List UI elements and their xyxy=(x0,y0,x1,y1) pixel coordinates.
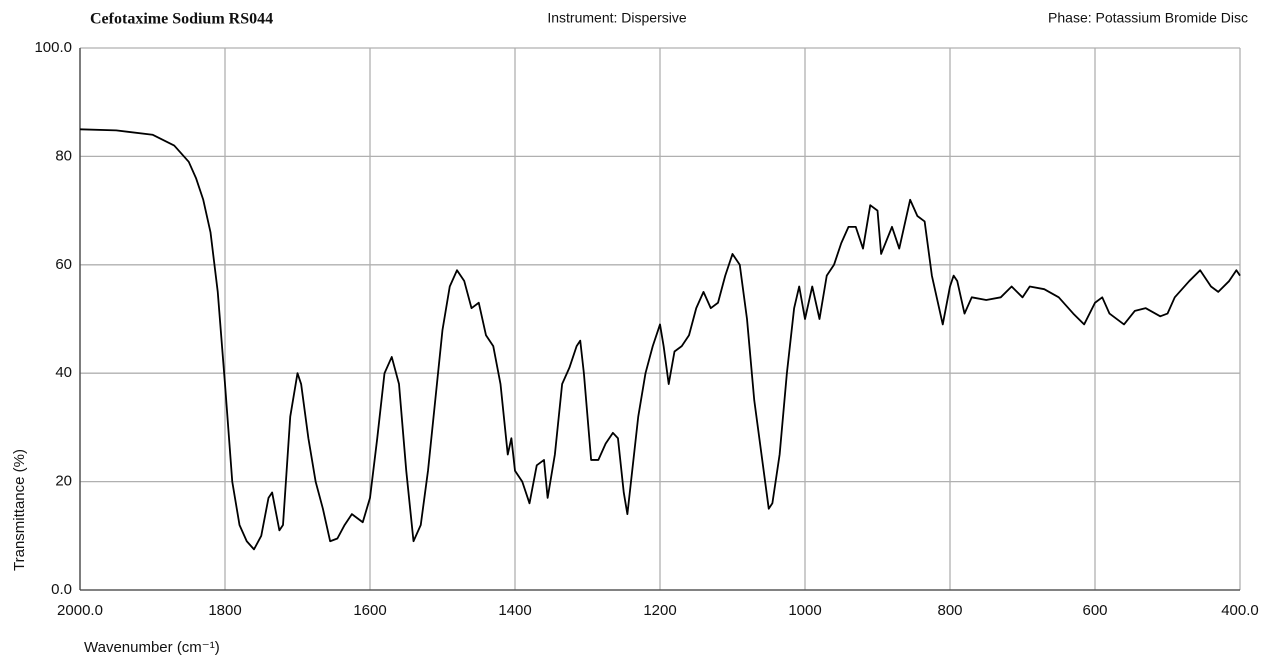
x-tick-label: 1600 xyxy=(353,602,386,619)
phase: Phase: Potassium Bromide Disc xyxy=(1048,10,1248,26)
instrument: Instrument: Dispersive xyxy=(547,10,686,26)
x-tick-label: 600 xyxy=(1082,602,1107,619)
x-tick-label: 1000 xyxy=(788,602,821,619)
x-tick-label: 1200 xyxy=(643,602,676,619)
x-axis-label: Wavenumber (cm⁻¹) xyxy=(84,639,220,656)
chart-title: Cefotaxime Sodium RS044 xyxy=(90,11,273,28)
y-tick-label: 20 xyxy=(55,473,72,490)
y-tick-label: 40 xyxy=(55,364,72,381)
y-tick-label: 60 xyxy=(55,256,72,273)
y-tick-label: 100.0 xyxy=(34,39,72,56)
x-tick-label: 2000.0 xyxy=(57,602,103,619)
x-tick-label: 1800 xyxy=(208,602,241,619)
x-tick-label: 1400 xyxy=(498,602,531,619)
y-axis-label: Transmittance (%) xyxy=(11,449,28,571)
x-tick-label: 400.0 xyxy=(1221,602,1259,619)
x-tick-label: 800 xyxy=(937,602,962,619)
y-tick-label: 80 xyxy=(55,147,72,164)
y-tick-label: 0.0 xyxy=(51,581,72,598)
spectrum-line xyxy=(79,128,1241,551)
